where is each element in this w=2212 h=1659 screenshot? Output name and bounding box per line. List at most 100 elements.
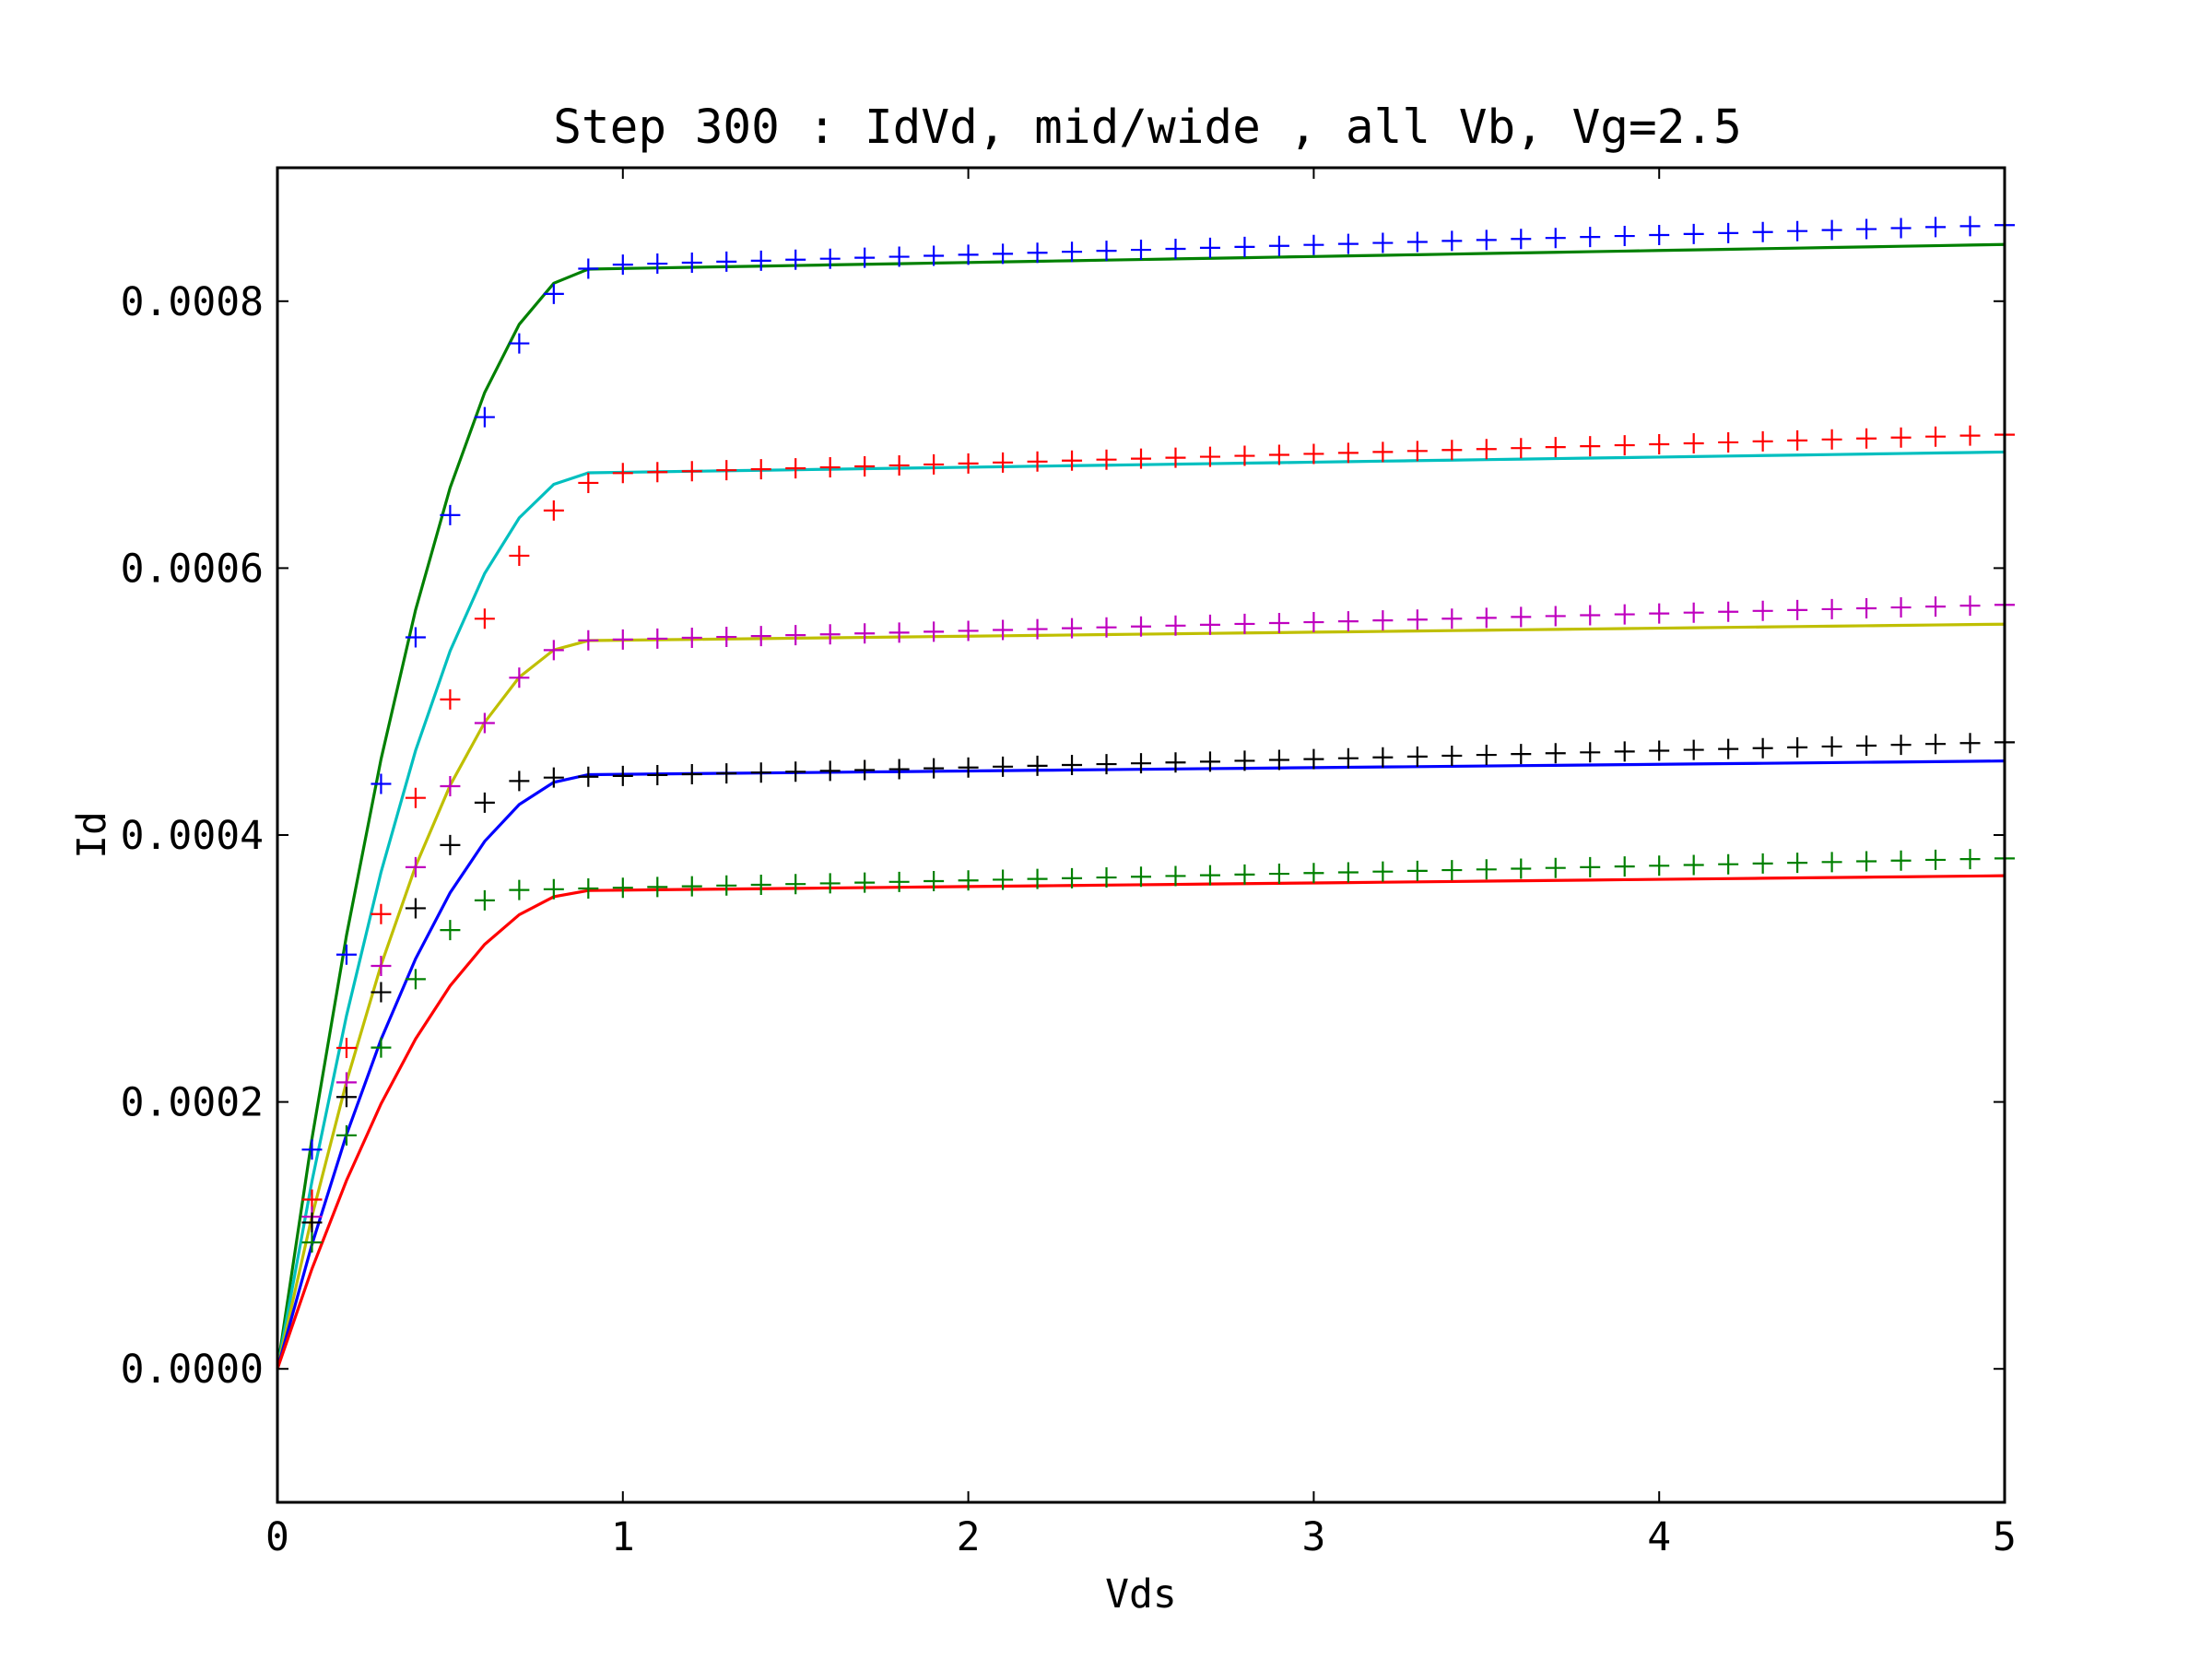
data-point	[474, 792, 495, 813]
data-point	[578, 258, 599, 279]
data-point	[1131, 240, 1151, 261]
data-point	[1925, 426, 1947, 447]
data-point	[1268, 864, 1289, 885]
data-point	[335, 1037, 357, 1058]
data-point	[750, 762, 771, 783]
data-point	[1027, 868, 1048, 889]
data-point	[1580, 856, 1601, 877]
data-point	[1441, 745, 1463, 766]
data-point	[1856, 218, 1877, 240]
data-point	[1303, 748, 1324, 770]
data-point	[1096, 754, 1117, 775]
data-point	[578, 877, 599, 899]
series-markers-10	[301, 848, 2015, 1253]
data-point	[405, 969, 426, 990]
data-point	[647, 253, 668, 275]
data-point	[888, 759, 910, 780]
data-point	[1683, 739, 1704, 760]
data-point	[405, 787, 426, 808]
data-point	[1614, 856, 1635, 877]
data-point	[1062, 450, 1083, 471]
data-point	[543, 878, 564, 900]
data-point	[854, 872, 876, 893]
data-point	[1441, 440, 1463, 461]
data-point	[371, 1037, 392, 1058]
axis-ticks: 0 1 2 3 4 5 0.0000 0.0002 0.0004 0.0006 0.0008	[121, 168, 2017, 1560]
data-point	[924, 245, 945, 266]
data-point	[647, 764, 668, 785]
plot-frame	[276, 166, 2006, 1504]
data-point	[716, 763, 737, 784]
data-point	[888, 871, 910, 892]
data-point	[578, 629, 599, 651]
data-point	[1372, 232, 1394, 253]
series-markers-8	[301, 594, 2015, 1228]
data-point	[509, 879, 530, 900]
data-point	[1718, 601, 1739, 622]
data-point	[854, 247, 876, 268]
data-point	[785, 874, 806, 895]
data-point	[785, 458, 806, 479]
data-point	[681, 627, 702, 648]
data-point	[924, 871, 945, 892]
data-point	[647, 628, 668, 649]
data-point	[335, 1087, 357, 1108]
data-point	[647, 462, 668, 483]
data-point	[1580, 227, 1601, 248]
data-point	[474, 406, 495, 428]
data-point	[1890, 735, 1912, 756]
data-point	[1027, 755, 1048, 776]
data-point	[1925, 596, 1947, 618]
data-point	[1062, 867, 1083, 888]
x-tick-label: 5	[1993, 1514, 2017, 1560]
data-point	[1821, 852, 1842, 873]
data-point	[1372, 861, 1394, 882]
data-point	[785, 625, 806, 646]
data-point	[1925, 849, 1947, 870]
data-point	[440, 834, 461, 855]
data-point	[647, 877, 668, 898]
data-point	[1718, 431, 1739, 453]
data-point	[1752, 600, 1773, 621]
data-point	[1131, 448, 1151, 469]
data-point	[993, 243, 1014, 265]
data-point	[1511, 229, 1532, 250]
data-point	[509, 771, 530, 792]
data-point	[819, 760, 841, 782]
data-point	[1787, 736, 1808, 758]
data-point	[543, 283, 564, 304]
data-point	[1614, 741, 1635, 762]
data-point	[1199, 865, 1220, 886]
data-point	[1511, 858, 1532, 879]
data-point	[1511, 744, 1532, 765]
data-point	[1027, 618, 1048, 640]
data-point	[1165, 752, 1186, 773]
data-point	[440, 688, 461, 710]
series-markers-9	[301, 732, 2015, 1233]
data-point	[612, 877, 633, 899]
data-point	[1062, 618, 1083, 639]
data-point	[1856, 851, 1877, 872]
data-point	[1131, 866, 1151, 888]
data-point	[405, 856, 426, 877]
data-point	[1511, 606, 1532, 628]
series-markers-7	[301, 424, 2015, 1210]
data-point	[854, 759, 876, 781]
data-point	[1683, 602, 1704, 623]
data-point	[1303, 234, 1324, 255]
data-point	[1890, 218, 1912, 239]
data-point	[716, 627, 737, 648]
data-point	[474, 608, 495, 629]
data-point	[1476, 859, 1497, 880]
data-point	[543, 640, 564, 661]
data-point	[1856, 597, 1877, 618]
data-point	[440, 504, 461, 525]
data-point	[681, 876, 702, 897]
data-point	[1406, 746, 1428, 767]
data-point	[509, 333, 530, 354]
data-point	[1683, 223, 1704, 244]
data-point	[1649, 434, 1670, 455]
data-point	[681, 461, 702, 482]
y-tick-label: 0.0004	[121, 813, 264, 859]
data-point	[819, 624, 841, 645]
